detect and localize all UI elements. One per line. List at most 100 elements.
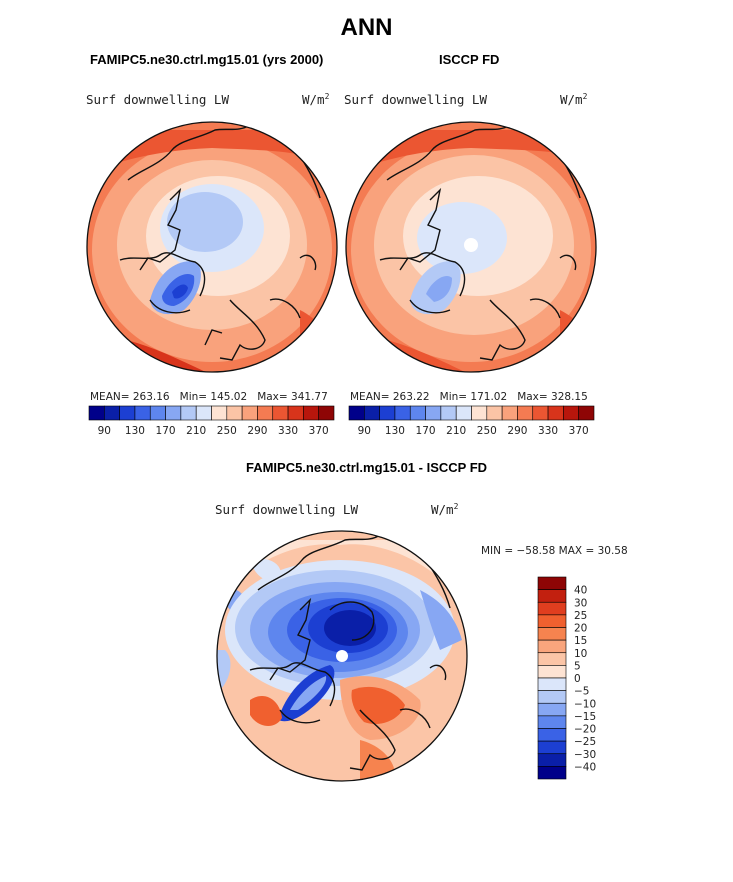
panel2-stats: MEAN= 263.22 Min= 171.02 Max= 328.15 [350,391,588,403]
diff-pole-marker [336,650,348,662]
panel2-units: W/m2 [560,92,588,108]
obs-colorbar-tick-label: 130 [385,425,405,437]
panel2-variable: Surf downwelling LW [344,92,487,107]
obs-colorbar-swatch [471,405,488,421]
model-map [87,122,337,372]
obs-colorbar-tick-label: 210 [446,425,466,437]
diff-map [217,531,467,781]
model-colorbar-swatch [241,405,258,421]
diff-colorbar-tick-label: −10 [574,698,596,710]
obs-colorbar-tick-label: 290 [507,425,527,437]
model-colorbar-swatch [180,405,197,421]
diff-colorbar-tick-label: −20 [574,724,596,736]
top-maps: 90 130 170 210 250 290 330 370 90 130 170 210 250 29… [86,121,597,437]
model-colorbar-tick-label: 170 [156,425,176,437]
obs-colorbar-tick-label: 90 [358,425,371,437]
model-coastlines [119,124,321,361]
model-colorbar-swatch [134,405,151,421]
obs-colorbar: 90 130 170 210 250 290 330 370 [348,405,595,437]
diff-colorbar-tick-label: −15 [574,711,596,723]
obs-colorbar-swatch [394,405,411,421]
diff-colorbar-swatch [537,677,567,691]
diff-colorbar-swatch [537,614,567,628]
diff-colorbar-tick-label: 5 [574,660,581,672]
model-colorbar-swatch [303,405,319,421]
obs-colorbar-swatch [563,405,579,421]
obs-colorbar-swatch [486,405,503,421]
model-colorbar-swatch [119,405,136,421]
model-colorbar-swatch [165,405,182,421]
panel1-variable: Surf downwelling LW [86,92,229,107]
obs-colorbar-tick-label: 170 [416,425,436,437]
obs-colorbar-swatch [578,405,595,421]
panel1-stats: MEAN= 263.16 Min= 145.02 Max= 341.77 [90,391,328,403]
model-colorbar-swatch [272,405,289,421]
model-colorbar-swatch [287,405,304,421]
diff-colorbar-swatch [537,627,567,641]
diff-units: W/m2 [431,502,459,518]
diff-colorbar-tick-label: −5 [574,686,589,698]
diff-colorbar-tick-label: 10 [574,648,587,660]
diff-minmax: MIN = −58.58 MAX = 30.58 [481,545,628,557]
obs-colorbar-swatch [547,405,564,421]
diff-colorbar-tick-label: 20 [574,623,587,635]
diff-colorbar-tick-label: 30 [574,597,587,609]
diff-colorbar-swatch [537,702,567,717]
model-colorbar-tick-label: 330 [278,425,298,437]
diff-colorbar-swatch [537,601,567,616]
diff-colorbar-swatch [537,753,567,767]
diff-colorbar-swatch [537,576,567,590]
obs-colorbar-swatch [409,405,426,421]
panel1-case-title: FAMIPC5.ne30.ctrl.mg15.01 (yrs 2000) [90,52,324,67]
obs-colorbar-swatch [379,405,396,421]
obs-colorbar-swatch [455,405,472,421]
diff-colorbar-swatch [537,740,567,755]
model-colorbar-swatch [88,405,105,421]
diff-colorbar-swatch [537,690,567,704]
obs-colorbar-tick-label: 250 [477,425,497,437]
model-colorbar-tick-label: 130 [125,425,145,437]
diff-colorbar-tick-label: 25 [574,610,587,622]
diff-colorbar-swatch [537,589,567,603]
obs-colorbar-swatch [348,405,365,421]
model-colorbar-swatch [211,405,228,421]
obs-colorbar-swatch [517,405,534,421]
diff-colorbar-tick-label: −30 [574,749,596,761]
diff-title: FAMIPC5.ne30.ctrl.mg15.01 - ISCCP FD [245,460,488,475]
model-colorbar-swatch [195,405,212,421]
obs-colorbar-swatch [425,405,442,421]
diff-colorbar-tick-label: −40 [574,761,596,773]
model-colorbar-swatch [149,405,166,421]
obs-colorbar-swatch [440,405,457,421]
model-colorbar-tick-label: 210 [186,425,206,437]
diff-colorbar-swatch [537,639,567,654]
diff-colorbar-swatch [537,766,567,780]
diff-colorbar-tick-label: 40 [574,585,587,597]
diff-colorbar-tick-label: 15 [574,635,587,647]
diff-colorbar-swatch [537,728,567,742]
model-colorbar-swatch [104,405,120,421]
obs-colorbar-swatch [501,405,518,421]
main-title: ANN [340,14,393,41]
diff-colorbar-tick-label: 0 [574,673,581,685]
obs-colorbar-tick-label: 330 [538,425,558,437]
diff-colorbar-tick-label: −25 [574,736,596,748]
diff-variable: Surf downwelling LW [215,502,358,517]
model-colorbar-tick-label: 250 [217,425,237,437]
model-colorbar-tick-label: 290 [247,425,267,437]
model-colorbar-swatch [226,405,243,421]
model-colorbar-swatch [318,405,335,421]
panel2-case-title: ISCCP FD [439,52,500,67]
diff-colorbar-swatch [537,715,567,729]
model-colorbar-swatch [257,405,274,421]
model-colorbar-tick-label: 90 [98,425,111,437]
obs-pole-marker [464,238,478,252]
obs-colorbar-swatch [532,405,549,421]
panel1-units: W/m2 [302,92,330,108]
diff-colorbar-swatch [537,665,567,679]
model-colorbar: 90 130 170 210 250 290 330 370 [88,405,335,437]
obs-colorbar-swatch [364,405,380,421]
model-colorbar-tick-label: 370 [309,425,329,437]
